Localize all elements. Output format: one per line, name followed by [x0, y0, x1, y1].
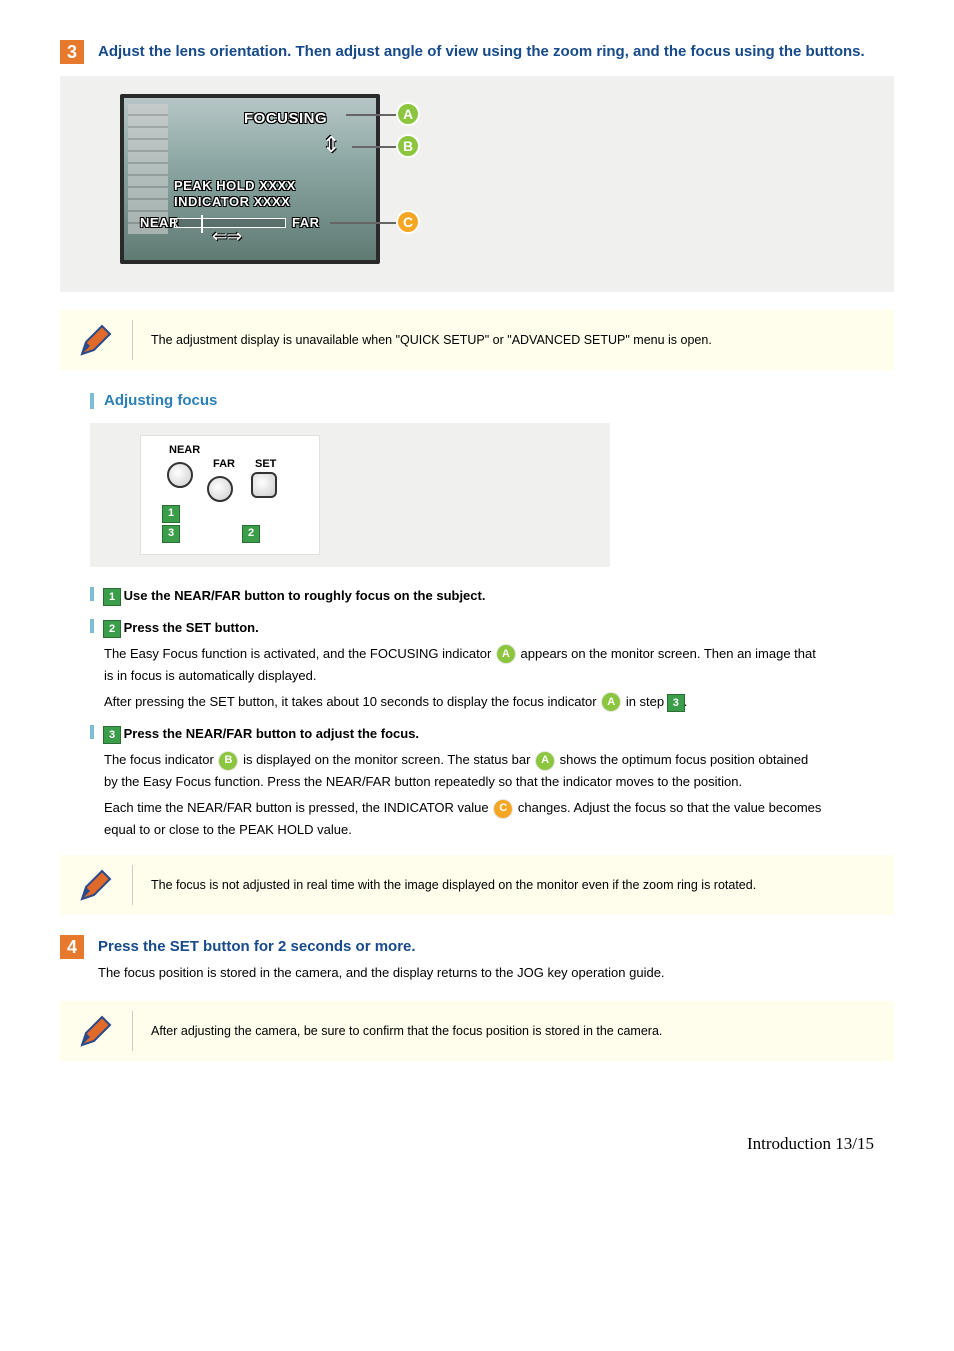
- note-final: After adjusting the camera, be sure to c…: [60, 1001, 894, 1061]
- substep-3-body1: The focus indicator B is displayed on th…: [104, 749, 824, 793]
- substep-3-body2: Each time the NEAR/FAR button is pressed…: [104, 797, 824, 841]
- monitor-preview: FOCUSING ⇕ PEAK HOLD XXXX INDICATOR XXXX…: [120, 94, 380, 264]
- note-realtime: The focus is not adjusted in real time w…: [60, 855, 894, 915]
- focus-diagram: NEAR FAR SET 1 3 2: [140, 435, 320, 555]
- ref-c-icon: C: [494, 800, 512, 818]
- step-3-title: Adjust the lens orientation. Then adjust…: [98, 40, 865, 64]
- ref-a-icon: A: [602, 693, 620, 711]
- step-4-title: Press the SET button for 2 seconds or mo…: [98, 935, 665, 959]
- note-realtime-text: The focus is not adjusted in real time w…: [151, 875, 756, 895]
- callout-c: C: [396, 210, 420, 234]
- focus-diagram-block: NEAR FAR SET 1 3 2: [90, 423, 610, 567]
- substep-2-body1: The Easy Focus function is activated, an…: [104, 643, 824, 687]
- step-4-body: The focus position is stored in the came…: [98, 963, 665, 983]
- page-footer: Introduction 13/15: [0, 1081, 954, 1157]
- diagram-ref-1: 1: [163, 506, 179, 522]
- subhead-adjusting-focus: Adjusting focus: [90, 390, 894, 413]
- substep-2-number: 2: [104, 621, 120, 637]
- substep-1-number: 1: [104, 589, 120, 605]
- diagram-label-near: NEAR: [169, 442, 200, 459]
- callout-a: A: [396, 102, 420, 126]
- substep-3: 3 Press the NEAR/FAR button to adjust th…: [90, 723, 894, 841]
- diagram-ref-3: 3: [163, 526, 179, 542]
- monitor-figure-block: FOCUSING ⇕ PEAK HOLD XXXX INDICATOR XXXX…: [60, 76, 894, 292]
- diagram-ref-2: 2: [243, 526, 259, 542]
- pencil-icon: [78, 1013, 114, 1049]
- substep-2-body2: After pressing the SET button, it takes …: [104, 691, 824, 713]
- ref-a-icon: A: [536, 752, 554, 770]
- osd-zoom-arrows: ⇕: [322, 128, 340, 161]
- pencil-icon: [78, 322, 114, 358]
- substep-1-head: Use the NEAR/FAR button to roughly focus…: [124, 588, 486, 603]
- step-3-number: 3: [60, 40, 84, 64]
- callout-b: B: [396, 134, 420, 158]
- step-4: 4 Press the SET button for 2 seconds or …: [60, 935, 894, 983]
- substep-1: 1 Use the NEAR/FAR button to roughly foc…: [90, 585, 894, 607]
- diagram-label-far: FAR: [213, 456, 235, 473]
- step-3: 3 Adjust the lens orientation. Then adju…: [60, 40, 894, 64]
- note-unavailable: The adjustment display is unavailable wh…: [60, 310, 894, 370]
- ref-step3-icon: 3: [668, 695, 684, 711]
- step-4-number: 4: [60, 935, 84, 959]
- note-final-text: After adjusting the camera, be sure to c…: [151, 1021, 662, 1041]
- substep-2-head: Press the SET button.: [124, 620, 259, 635]
- substep-2: 2 Press the SET button. The Easy Focus f…: [90, 617, 894, 713]
- osd-far: FAR: [292, 213, 320, 233]
- osd-lr-arrows: ⇐⇒: [212, 223, 242, 250]
- diagram-label-set: SET: [255, 456, 276, 473]
- osd-focusing: FOCUSING: [244, 108, 327, 131]
- substep-3-head: Press the NEAR/FAR button to adjust the …: [124, 726, 419, 741]
- substep-3-number: 3: [104, 727, 120, 743]
- pencil-icon: [78, 867, 114, 903]
- osd-indicator: INDICATOR XXXX: [174, 192, 290, 212]
- note-unavailable-text: The adjustment display is unavailable wh…: [151, 330, 712, 350]
- ref-a-icon: A: [497, 645, 515, 663]
- ref-b-icon: B: [219, 752, 237, 770]
